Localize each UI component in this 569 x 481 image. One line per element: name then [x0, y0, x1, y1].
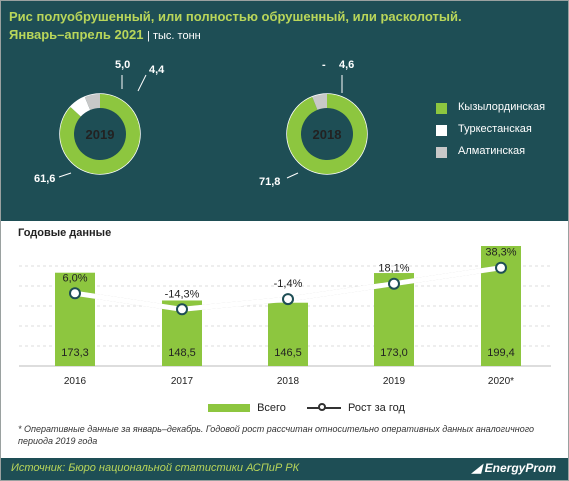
title-units: | тыс. тонн [147, 30, 201, 42]
annual-chart: 173,3 148,5 146,5 173,0 199,4 2016 2017 2018 20… [19, 246, 551, 387]
donut-2019-year: 2019 [86, 127, 115, 142]
donuts-svg: 2019 2018 [58, 74, 368, 179]
chart-legend: Всего Рост за год [208, 402, 405, 414]
title-line1: Рис полуобрушенный, или полностью обруше… [9, 9, 462, 24]
leader-line [58, 172, 72, 178]
bar-2018 [268, 302, 308, 366]
donut-2019-label-kyzylorda: 61,6 [34, 173, 56, 185]
donut-2018-label-almaty: 4,6 [339, 59, 355, 71]
chart-title: Годовые данные [18, 227, 112, 239]
x-tick-label: 2017 [171, 376, 194, 387]
donut-slice [287, 94, 367, 174]
growth-value-label: 18,1% [378, 263, 409, 275]
brand-name: EnergyProm [484, 461, 556, 475]
donut-slice [70, 96, 91, 117]
donut-2018-label-kyzylorda: 71,8 [259, 176, 281, 188]
header-panel: Рис полуобрушенный, или полностью обруше… [1, 1, 568, 221]
legend-label: Туркестанская [458, 123, 532, 135]
leader-line [286, 172, 299, 179]
legend-label-bars: Всего [257, 402, 286, 414]
donut-2019-label-almaty: 4,4 [149, 64, 165, 76]
title-period: Январь–апрель 2021 [9, 27, 144, 42]
legend-swatch-bars [208, 404, 250, 413]
growth-value-label: -1,4% [274, 278, 303, 290]
growth-value-label: 6,0% [62, 272, 87, 284]
source-text: Источник: Бюро национальной статистики А… [11, 462, 300, 474]
growth-value-label: 38,3% [485, 247, 516, 259]
legend-label: Алматинская [458, 145, 526, 157]
donut-2019-label-turkestan: 5,0 [115, 59, 131, 71]
donut-2019 [59, 94, 140, 174]
leader-line [137, 74, 147, 92]
legend-label: Кызылординская [458, 101, 546, 113]
footer-bar: Источник: Бюро национальной статистики А… [1, 458, 568, 480]
donut-2018 [287, 94, 367, 174]
legend-swatch [436, 125, 447, 136]
legend-swatch-line [306, 403, 341, 413]
x-tick-label: 2019 [383, 376, 406, 387]
bar-value-label: 148,5 [168, 347, 196, 359]
bar-value-label: 173,0 [380, 347, 408, 359]
growth-point [495, 261, 507, 274]
growth-point [388, 277, 400, 290]
title-line2: Январь–апрель 2021 | тыс. тонн [9, 27, 201, 42]
bar-labels: 173,3 148,5 146,5 173,0 199,4 [61, 347, 515, 359]
donut-2018-year: 2018 [313, 127, 342, 142]
growth-point [69, 287, 81, 300]
donut-2018-label-turkestan: - [322, 59, 326, 71]
x-tick-label: 2016 [64, 376, 87, 387]
growth-value-label: -14,3% [165, 288, 200, 300]
x-ticks: 2016 2017 2018 2019 2020* [64, 376, 514, 387]
donut-slice [312, 94, 327, 110]
donut-slice [84, 94, 100, 110]
brand-logo: ◢ EnergyProm [472, 461, 556, 475]
donut-slice [59, 94, 140, 174]
brand-icon: ◢ [472, 461, 482, 475]
growth-labels: 6,0% -14,3% -1,4% 18,1% 38,3% [62, 247, 516, 301]
growth-point [176, 303, 188, 316]
growth-line [69, 261, 507, 316]
bar-value-label: 146,5 [274, 347, 302, 359]
growth-point [282, 293, 294, 306]
legend-swatch [436, 147, 447, 158]
x-tick-label: 2020* [488, 376, 514, 387]
bar-value-label: 173,3 [61, 347, 89, 359]
legend-label-line: Рост за год [348, 402, 405, 414]
legend-swatch [436, 103, 447, 114]
x-tick-label: 2018 [277, 376, 300, 387]
footnote: * Оперативные данные за январь–декабрь. … [18, 424, 535, 446]
bar-value-label: 199,4 [487, 347, 515, 359]
